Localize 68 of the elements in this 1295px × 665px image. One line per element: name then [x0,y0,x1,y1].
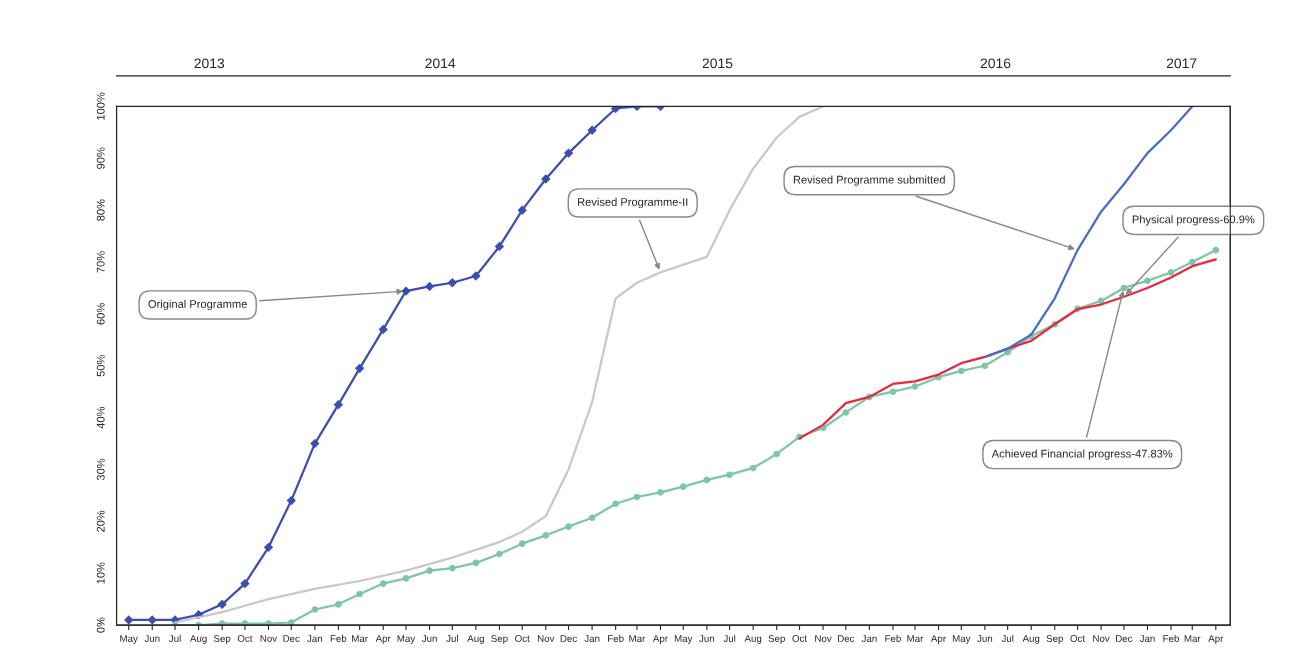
x-tick-label: Oct [1070,635,1086,642]
x-tick-label: May [397,635,416,644]
y-tick-label: 50% [96,355,105,377]
annotation: Original Programme [148,299,247,311]
y-tick-label: 10% [96,562,105,584]
x-tick-label: May [674,635,693,644]
y-tick-label: 80% [96,199,105,221]
x-tick-label: Jul [1001,634,1014,642]
x-tick-label: Feb [608,634,624,642]
x-tick-label: Sep [768,635,785,644]
x-tick-label: Jan [1139,635,1155,642]
x-tick-label: Aug [1022,635,1040,644]
x-tick-label: Jun [699,635,715,642]
x-tick-label: Feb [885,634,901,642]
y-tick-label: 70% [96,251,105,273]
annotation: Revised Programme-II [578,197,688,209]
y-tick-label: 90% [96,147,105,169]
x-tick-label: Sep [491,635,508,644]
x-tick-label: Mar [907,635,924,642]
x-tick-label: Jul [446,634,458,642]
x-tick-label: Dec [283,635,300,642]
y-tick-label: 40% [96,406,105,429]
x-tick-label: Jul [723,634,736,642]
x-tick-label: Mar [352,635,368,642]
y-tick-label: 0% [96,617,105,633]
x2-tick-label: 2013 [194,58,225,69]
x-tick-label: Sep [1046,635,1063,644]
x2-tick-label: 2016 [980,58,1011,69]
x-tick-label: Jan [307,635,323,642]
y-tick-label: 100% [96,92,105,120]
x-tick-label: Nov [815,635,832,642]
x-tick-label: Aug [189,635,207,644]
x2-tick-label: 2015 [702,58,733,69]
x-tick-label: Oct [515,635,530,642]
annotation: Revised Programme submitted [793,175,945,186]
x-tick-label: Dec [560,635,577,642]
x-tick-label: Jan [584,635,600,642]
x-tick-label: Mar [1184,635,1201,642]
x-tick-label: Oct [237,635,253,642]
x-tick-label: Nov [260,635,278,642]
x-tick-label: Apr [652,635,668,644]
x-tick-label: Jun [421,635,437,642]
x-tick-label: Feb [330,634,347,642]
x-tick-label: Aug [467,635,484,644]
x-tick-label: Nov [1093,635,1110,642]
x-tick-label: Dec [1116,635,1133,642]
annotation: Achieved Financial progress-47.83% [991,449,1173,460]
x-tick-label: May [120,635,138,644]
x-tick-label: Sep [213,635,231,644]
y-tick-label: 30% [96,458,105,481]
x-tick-label: May [952,635,971,644]
x-tick-label: Jan [861,635,877,642]
x-tick-label: Oct [792,635,807,642]
x2-tick-label: 2014 [425,58,456,69]
x-tick-label: Jul [168,634,181,642]
x-tick-label: Apr [1208,635,1224,644]
x-tick-label: Mar [629,635,646,642]
x-tick-label: Feb [1163,634,1179,642]
x-tick-label: Dec [838,635,855,642]
y-tick-label: 20% [96,510,105,532]
x-tick-label: Apr [375,635,391,644]
x-tick-label: Jun [977,635,993,642]
x2-tick-label: 2017 [1166,58,1197,69]
x-tick-label: Aug [744,635,762,644]
y-tick-label: 60% [96,303,105,325]
x-tick-label: Nov [537,635,555,642]
x-tick-label: Jun [144,635,160,642]
x-tick-label: Apr [930,635,946,644]
